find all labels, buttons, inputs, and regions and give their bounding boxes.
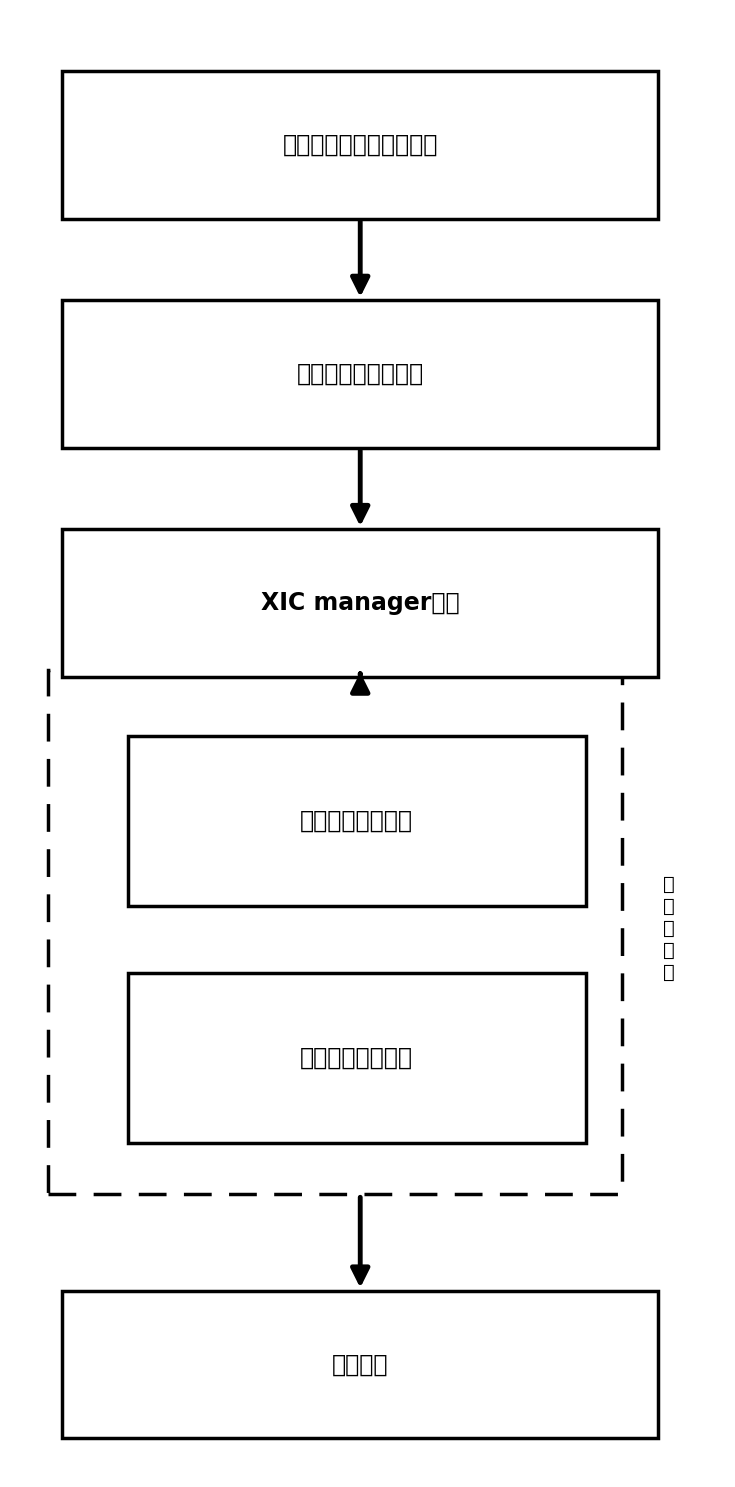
Bar: [62, 1291, 658, 1438]
Bar: [62, 300, 658, 448]
Text: 数
据
库
分
析: 数 据 库 分 析: [663, 874, 675, 981]
Bar: [128, 736, 586, 906]
Text: 建立高分辨质谱分析方法: 建立高分辨质谱分析方法: [282, 132, 438, 156]
Text: XIC manager分析: XIC manager分析: [261, 590, 459, 616]
Text: 一级质谱比对分析: 一级质谱比对分析: [300, 809, 413, 833]
Bar: [128, 972, 586, 1142]
Bar: [48, 669, 622, 1194]
Text: 物质确认: 物质确认: [332, 1353, 389, 1377]
Bar: [62, 529, 658, 677]
Bar: [62, 71, 658, 219]
Text: 二级质谱比对分析: 二级质谱比对分析: [300, 1045, 413, 1069]
Text: 建立有机污染物清单: 建立有机污染物清单: [297, 361, 424, 385]
